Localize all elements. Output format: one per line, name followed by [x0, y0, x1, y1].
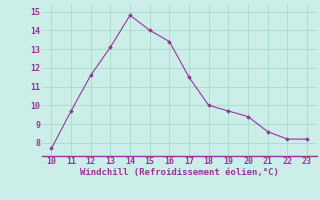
X-axis label: Windchill (Refroidissement éolien,°C): Windchill (Refroidissement éolien,°C)	[80, 168, 279, 177]
